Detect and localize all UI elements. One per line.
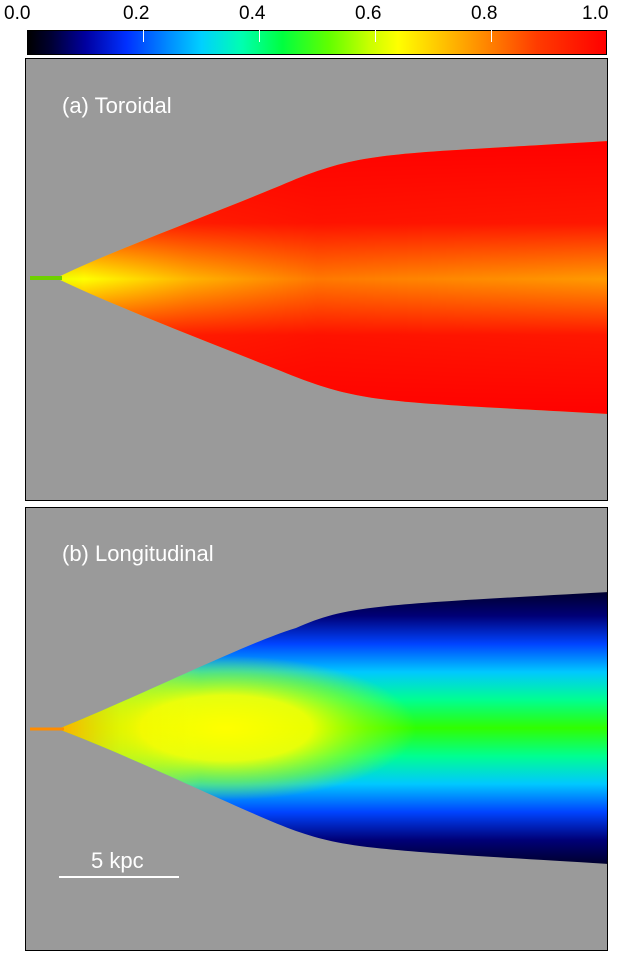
colorbar-tick-4: 0.8 xyxy=(471,3,498,24)
colorbar-tick-2: 0.4 xyxy=(239,3,266,24)
panel-label-longitudinal: (b) Longitudinal xyxy=(62,541,214,566)
colorbar-tick-1: 0.2 xyxy=(123,3,150,24)
colorbar-tick-mark xyxy=(375,30,376,42)
toroidal-jet-map xyxy=(30,141,607,414)
colorbar-tick-mark xyxy=(259,30,260,42)
panel-label-toroidal: (a) Toroidal xyxy=(62,93,172,118)
colorbar-tick-5: 1.0 xyxy=(582,3,609,24)
colorbar-tick-mark xyxy=(143,30,144,42)
colorbar-tick-0: 0.0 xyxy=(4,3,31,24)
panel-toroidal: (a) Toroidal xyxy=(25,58,608,501)
colorbar-gradient xyxy=(27,30,607,55)
panel-longitudinal: (b) Longitudinal 5 kpc xyxy=(25,507,608,951)
colorbar-tick-3: 0.6 xyxy=(355,3,382,24)
colorbar-tick-mark xyxy=(491,30,492,42)
scalebar-label: 5 kpc xyxy=(91,848,144,873)
longitudinal-jet-map xyxy=(30,592,607,864)
scalebar-line xyxy=(59,876,179,878)
